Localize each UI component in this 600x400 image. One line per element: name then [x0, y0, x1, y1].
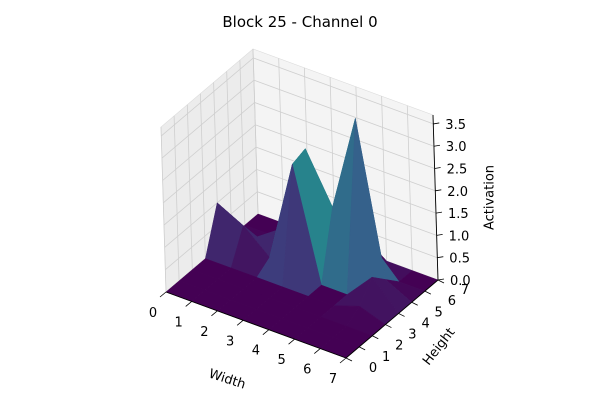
x-tick-mark [314, 348, 321, 354]
x-tick-label: 1 [175, 315, 183, 330]
z-tick-label: 3.0 [446, 140, 467, 155]
y-tick-label: 1 [382, 350, 390, 365]
y-tick-label: 6 [448, 294, 456, 309]
grid-line-activation [161, 79, 435, 159]
grid-line-activation [163, 124, 436, 204]
x-tick-label: 0 [149, 306, 157, 321]
grid-line-activation [162, 102, 435, 181]
axis-lines [159, 114, 445, 364]
z-tick-label: 0.0 [450, 274, 471, 289]
z-tick-mark [435, 211, 443, 214]
x-tick-mark [185, 301, 192, 307]
y-tick-mark [358, 346, 366, 351]
surface-plot [165, 118, 439, 359]
y-axis-line [345, 279, 439, 359]
y-tick-mark [398, 313, 405, 317]
x-tick-label: 6 [303, 363, 311, 378]
x-tick-label: 2 [200, 325, 208, 340]
x-tick-label: 5 [277, 353, 285, 368]
x-tick-mark [288, 338, 295, 345]
x-axis-label: Width [207, 367, 248, 393]
z-tick-label: 2.5 [447, 163, 468, 178]
grid-line-activation [164, 168, 437, 248]
x-tick-mark [262, 329, 270, 336]
z-tick-mark [434, 167, 441, 169]
grid-line-activation [161, 57, 434, 137]
z-tick-label: 3.5 [445, 118, 466, 133]
y-tick-label: 2 [395, 339, 403, 354]
y-tick-label: 7 [461, 283, 469, 298]
y-tick-mark [424, 290, 432, 295]
z-tick-mark [433, 122, 440, 125]
x-tick-label: 3 [226, 334, 234, 349]
x-tick-mark [211, 310, 218, 317]
y-tick-label: 4 [421, 316, 429, 331]
x-axis-line [165, 291, 347, 359]
z-tick-mark [437, 256, 444, 259]
z-tick-label: 0.5 [449, 252, 470, 267]
chart-title: Block 25 - Channel 0 [222, 13, 377, 31]
y-tick-mark [385, 324, 392, 328]
grid-line-activation [163, 146, 437, 226]
z-tick-label: 2.0 [447, 185, 468, 200]
y-axis-label: Height [420, 325, 458, 368]
y-tick-mark [411, 301, 418, 306]
z-tick-mark [433, 144, 441, 147]
y-tick-mark [372, 335, 379, 340]
y-tick-mark [437, 279, 445, 284]
y-tick-label: 3 [408, 328, 416, 343]
x-tick-label: 7 [329, 372, 337, 387]
y-tick-label: 5 [435, 305, 443, 320]
z-tick-mark [435, 189, 442, 192]
z-axis-label: Activation [483, 165, 498, 230]
z-tick-label: 1.0 [449, 229, 470, 244]
x-tick-mark [236, 319, 244, 326]
z-tick-label: 1.5 [448, 207, 469, 222]
z-axis-line [432, 114, 439, 281]
x-tick-mark [339, 357, 347, 364]
y-tick-label: 0 [369, 361, 377, 376]
x-tick-mark [159, 291, 167, 298]
y-tick-mark [345, 357, 353, 362]
z-tick-mark [437, 278, 445, 281]
x-tick-label: 4 [252, 344, 260, 359]
z-tick-mark [436, 234, 443, 236]
